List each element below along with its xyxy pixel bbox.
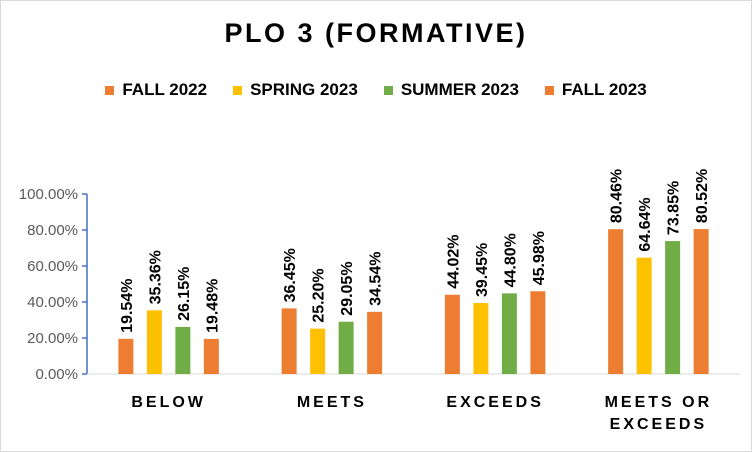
y-tick-label: 100.00% xyxy=(19,186,78,203)
bar xyxy=(338,321,354,374)
category-label: MEETS xyxy=(297,394,367,411)
legend-label: SUMMER 2023 xyxy=(400,80,519,99)
legend-item: FALL 2022 xyxy=(105,80,207,100)
bar xyxy=(281,308,297,374)
data-label: 36.45% xyxy=(282,248,299,302)
legend-label: FALL 2023 xyxy=(561,80,647,99)
data-label: 35.36% xyxy=(147,250,164,304)
category-label: EXCEEDS xyxy=(446,394,543,411)
data-label: 73.85% xyxy=(666,181,683,235)
data-label: 25.20% xyxy=(311,268,328,322)
bar xyxy=(608,229,624,374)
bar xyxy=(636,257,652,374)
data-label: 44.02% xyxy=(445,234,462,288)
data-label: 80.46% xyxy=(609,169,626,223)
data-label: 19.54% xyxy=(119,279,136,333)
y-tick-label: 60.00% xyxy=(27,258,78,275)
chart-legend: FALL 2022 SPRING 2023 SUMMER 2023 FALL 2023 xyxy=(0,80,752,100)
legend-swatch xyxy=(105,85,115,95)
data-label: 39.45% xyxy=(474,243,491,297)
legend-label: SPRING 2023 xyxy=(250,80,358,99)
category-label: EXCEEDS xyxy=(610,416,707,433)
legend-swatch xyxy=(544,85,554,95)
bar xyxy=(118,338,134,374)
data-label: 34.54% xyxy=(368,252,385,306)
chart-title: PLO 3 (FORMATIVE) xyxy=(224,18,528,48)
data-label: 45.98% xyxy=(531,231,548,285)
y-tick-label: 40.00% xyxy=(27,294,78,311)
legend-item: FALL 2023 xyxy=(544,80,647,100)
legend-item: SPRING 2023 xyxy=(233,80,358,100)
data-label: 26.15% xyxy=(176,267,193,321)
y-tick-label: 80.00% xyxy=(27,222,78,239)
bar xyxy=(367,311,383,374)
category-label: BELOW xyxy=(131,394,206,411)
legend-item: SUMMER 2023 xyxy=(383,80,519,100)
bar xyxy=(530,291,546,374)
legend-label: FALL 2022 xyxy=(122,80,208,99)
y-tick-label: 0.00% xyxy=(35,366,78,383)
data-label: 44.80% xyxy=(502,233,519,287)
bar xyxy=(501,293,517,374)
data-label: 29.05% xyxy=(339,261,356,315)
bar xyxy=(665,241,681,374)
bar xyxy=(444,294,460,374)
y-tick-label: 20.00% xyxy=(27,330,78,347)
bar xyxy=(693,229,709,374)
legend-swatch xyxy=(383,85,393,95)
legend-swatch xyxy=(233,85,243,95)
data-label: 19.48% xyxy=(204,279,221,333)
data-label: 64.64% xyxy=(637,197,654,251)
bar xyxy=(203,338,219,374)
bar xyxy=(473,302,489,374)
bar xyxy=(175,326,191,374)
data-label: 80.52% xyxy=(694,169,711,223)
bar xyxy=(310,328,326,374)
category-label: MEETS OR xyxy=(605,394,713,411)
bar xyxy=(146,310,162,374)
